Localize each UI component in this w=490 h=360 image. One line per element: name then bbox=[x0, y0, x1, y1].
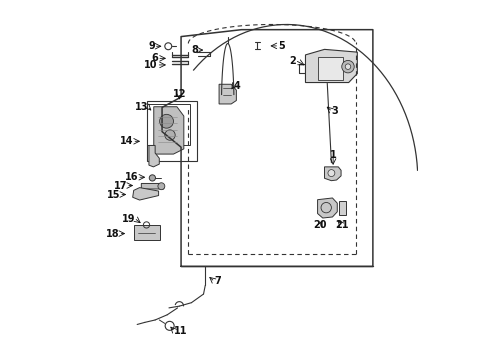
Circle shape bbox=[342, 60, 354, 73]
Polygon shape bbox=[305, 49, 357, 82]
Text: 18: 18 bbox=[106, 229, 120, 239]
Text: 11: 11 bbox=[174, 326, 188, 336]
Polygon shape bbox=[219, 84, 236, 104]
Text: 10: 10 bbox=[145, 60, 158, 70]
Polygon shape bbox=[133, 188, 159, 200]
Polygon shape bbox=[141, 184, 164, 189]
Circle shape bbox=[160, 114, 173, 128]
Polygon shape bbox=[324, 167, 341, 181]
Polygon shape bbox=[149, 145, 159, 167]
Circle shape bbox=[149, 175, 155, 181]
Circle shape bbox=[158, 183, 165, 190]
Text: 1: 1 bbox=[330, 150, 337, 160]
Text: 9: 9 bbox=[148, 41, 155, 51]
Polygon shape bbox=[318, 198, 337, 218]
Circle shape bbox=[328, 170, 335, 176]
Text: 19: 19 bbox=[122, 214, 135, 224]
Text: 13: 13 bbox=[135, 103, 148, 112]
Text: 14: 14 bbox=[120, 136, 134, 146]
Polygon shape bbox=[134, 225, 160, 240]
Circle shape bbox=[165, 130, 175, 140]
Polygon shape bbox=[318, 57, 343, 80]
Text: 16: 16 bbox=[125, 172, 139, 182]
Text: 3: 3 bbox=[331, 106, 338, 116]
Text: 5: 5 bbox=[278, 41, 285, 51]
Text: 12: 12 bbox=[172, 89, 186, 99]
Text: 7: 7 bbox=[214, 276, 220, 286]
Text: 17: 17 bbox=[114, 180, 127, 190]
Text: 2: 2 bbox=[290, 56, 296, 66]
Text: 15: 15 bbox=[107, 189, 121, 199]
Circle shape bbox=[345, 64, 351, 69]
Text: 21: 21 bbox=[335, 220, 348, 230]
Text: 8: 8 bbox=[192, 45, 198, 55]
Text: 6: 6 bbox=[152, 53, 159, 63]
Text: 4: 4 bbox=[234, 81, 241, 91]
Text: 20: 20 bbox=[314, 220, 327, 230]
Polygon shape bbox=[154, 107, 184, 154]
Polygon shape bbox=[340, 202, 346, 215]
